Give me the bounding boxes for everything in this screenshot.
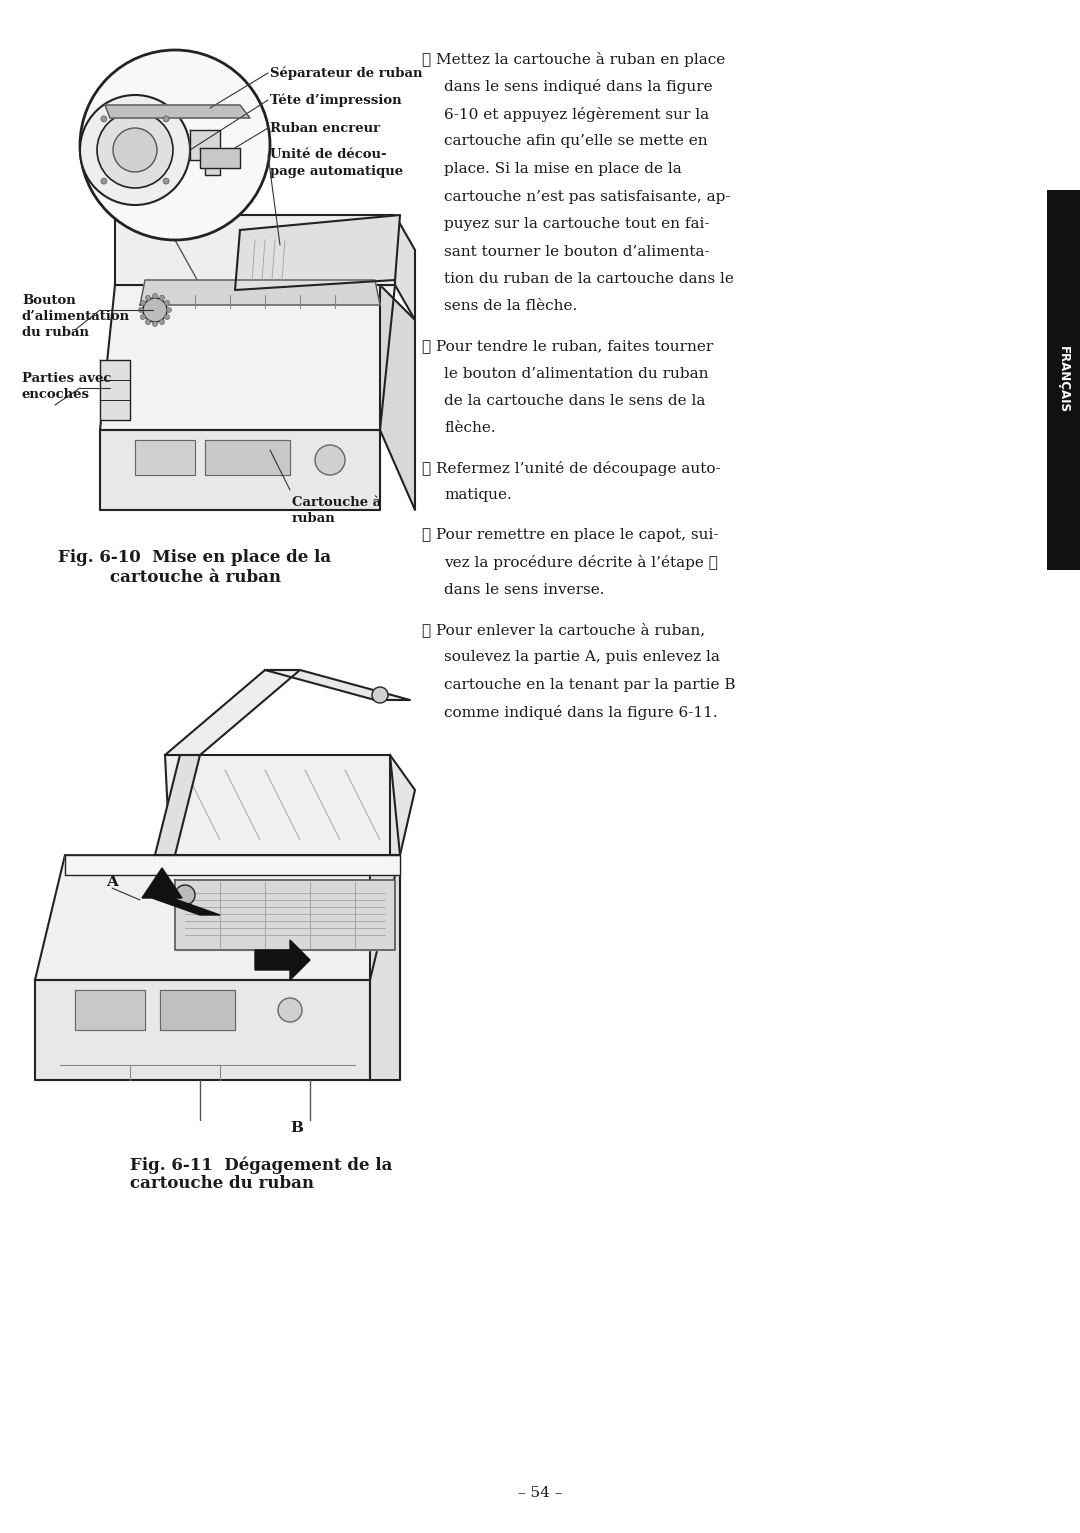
Polygon shape	[35, 855, 400, 980]
Text: dans le sens indiqué dans la figure: dans le sens indiqué dans la figure	[444, 80, 713, 95]
Circle shape	[100, 117, 107, 123]
Text: tion du ruban de la cartouche dans le: tion du ruban de la cartouche dans le	[444, 271, 734, 287]
Text: ⑥ Refermez l’unité de découpage auto-: ⑥ Refermez l’unité de découpage auto-	[422, 461, 720, 477]
Circle shape	[160, 296, 164, 300]
Text: cartouche à ruban: cartouche à ruban	[109, 569, 281, 586]
Circle shape	[164, 314, 170, 319]
Text: de la cartouche dans le sens de la: de la cartouche dans le sens de la	[444, 394, 705, 408]
Text: sant tourner le bouton d’alimenta-: sant tourner le bouton d’alimenta-	[444, 244, 710, 259]
Text: dans le sens inverse.: dans le sens inverse.	[444, 583, 605, 596]
Polygon shape	[141, 868, 220, 915]
Text: Cartouche à: Cartouche à	[292, 495, 381, 509]
Circle shape	[278, 998, 302, 1023]
Polygon shape	[200, 149, 240, 169]
Text: – 54 –: – 54 –	[517, 1485, 563, 1499]
Polygon shape	[100, 429, 380, 510]
Text: cartouche afin qu’elle se mette en: cartouche afin qu’elle se mette en	[444, 135, 707, 149]
Text: comme indiqué dans la figure 6-11.: comme indiqué dans la figure 6-11.	[444, 705, 717, 721]
Text: d’alimentation: d’alimentation	[22, 311, 130, 323]
Circle shape	[100, 178, 107, 184]
Text: cartouche en la tenant par la partie B: cartouche en la tenant par la partie B	[444, 678, 735, 691]
Circle shape	[160, 319, 164, 325]
Circle shape	[97, 112, 173, 189]
Polygon shape	[100, 285, 395, 429]
Text: Ruban encreur: Ruban encreur	[270, 121, 380, 135]
Text: puyez sur la cartouche tout en fai-: puyez sur la cartouche tout en fai-	[444, 218, 710, 231]
Text: cartouche du ruban: cartouche du ruban	[130, 1176, 314, 1193]
Polygon shape	[165, 670, 300, 754]
Polygon shape	[135, 440, 195, 475]
Text: flèche.: flèche.	[444, 422, 496, 435]
Circle shape	[146, 296, 150, 300]
Polygon shape	[390, 754, 415, 855]
Text: Fig. 6-11  Dégagement de la: Fig. 6-11 Dégagement de la	[130, 1156, 392, 1174]
Text: sens de la flèche.: sens de la flèche.	[444, 299, 577, 314]
Polygon shape	[165, 754, 400, 855]
Circle shape	[80, 95, 190, 205]
Polygon shape	[65, 855, 400, 875]
Text: Parties avec: Parties avec	[22, 371, 111, 385]
Polygon shape	[75, 990, 145, 1030]
Circle shape	[315, 445, 345, 475]
Polygon shape	[105, 104, 249, 118]
Text: ④ Mettez la cartouche à ruban en place: ④ Mettez la cartouche à ruban en place	[422, 52, 726, 67]
Text: page automatique: page automatique	[270, 166, 403, 178]
Text: FRANÇAIS: FRANÇAIS	[1057, 346, 1070, 414]
Text: ⑧ Pour enlever la cartouche à ruban,: ⑧ Pour enlever la cartouche à ruban,	[422, 622, 705, 638]
Circle shape	[140, 314, 146, 319]
Circle shape	[80, 51, 270, 241]
Text: Fig. 6-10  Mise en place de la: Fig. 6-10 Mise en place de la	[58, 549, 332, 567]
Circle shape	[143, 297, 167, 322]
Text: ⑦ Pour remettre en place le capot, sui-: ⑦ Pour remettre en place le capot, sui-	[422, 527, 718, 543]
Circle shape	[152, 293, 158, 299]
Text: le bouton d’alimentation du ruban: le bouton d’alimentation du ruban	[444, 366, 708, 380]
Polygon shape	[255, 940, 310, 980]
Text: du ruban: du ruban	[22, 327, 89, 339]
Polygon shape	[370, 855, 400, 1081]
Polygon shape	[175, 880, 395, 950]
Circle shape	[163, 117, 170, 123]
Polygon shape	[35, 980, 370, 1081]
Text: place. Si la mise en place de la: place. Si la mise en place de la	[444, 162, 681, 176]
Polygon shape	[140, 281, 380, 305]
Polygon shape	[395, 215, 415, 320]
Text: ⑤ Pour tendre le ruban, faites tourner: ⑤ Pour tendre le ruban, faites tourner	[422, 339, 713, 353]
Text: encoches: encoches	[22, 388, 90, 402]
Polygon shape	[380, 285, 415, 510]
Polygon shape	[265, 670, 410, 701]
Polygon shape	[100, 360, 130, 420]
Circle shape	[372, 687, 388, 704]
Polygon shape	[160, 990, 235, 1030]
Text: matique.: matique.	[444, 489, 512, 503]
Text: vez la procédure décrite à l’étape ②: vez la procédure décrite à l’étape ②	[444, 555, 718, 570]
Circle shape	[146, 319, 150, 325]
Circle shape	[166, 308, 172, 313]
Text: Unité de décou-: Unité de décou-	[270, 149, 387, 161]
Circle shape	[164, 300, 170, 305]
Polygon shape	[235, 215, 400, 290]
Bar	[1047, 190, 1080, 570]
Circle shape	[113, 127, 157, 172]
Circle shape	[138, 308, 144, 313]
Text: soulevez la partie A, puis enlevez la: soulevez la partie A, puis enlevez la	[444, 650, 720, 664]
Polygon shape	[114, 215, 395, 285]
Polygon shape	[156, 754, 200, 855]
Text: A: A	[106, 875, 118, 889]
Circle shape	[163, 178, 170, 184]
Polygon shape	[205, 440, 291, 475]
Text: ruban: ruban	[292, 512, 336, 524]
Text: Séparateur de ruban: Séparateur de ruban	[270, 66, 422, 80]
Text: 6-10 et appuyez légèrement sur la: 6-10 et appuyez légèrement sur la	[444, 107, 710, 123]
Circle shape	[152, 322, 158, 327]
Text: B: B	[291, 1121, 303, 1134]
Text: Bouton: Bouton	[22, 293, 76, 307]
Text: cartouche n’est pas satisfaisante, ap-: cartouche n’est pas satisfaisante, ap-	[444, 190, 730, 204]
Circle shape	[140, 300, 146, 305]
Text: Téte d’impression: Téte d’impression	[270, 94, 402, 107]
Polygon shape	[190, 130, 220, 175]
Circle shape	[175, 885, 195, 904]
